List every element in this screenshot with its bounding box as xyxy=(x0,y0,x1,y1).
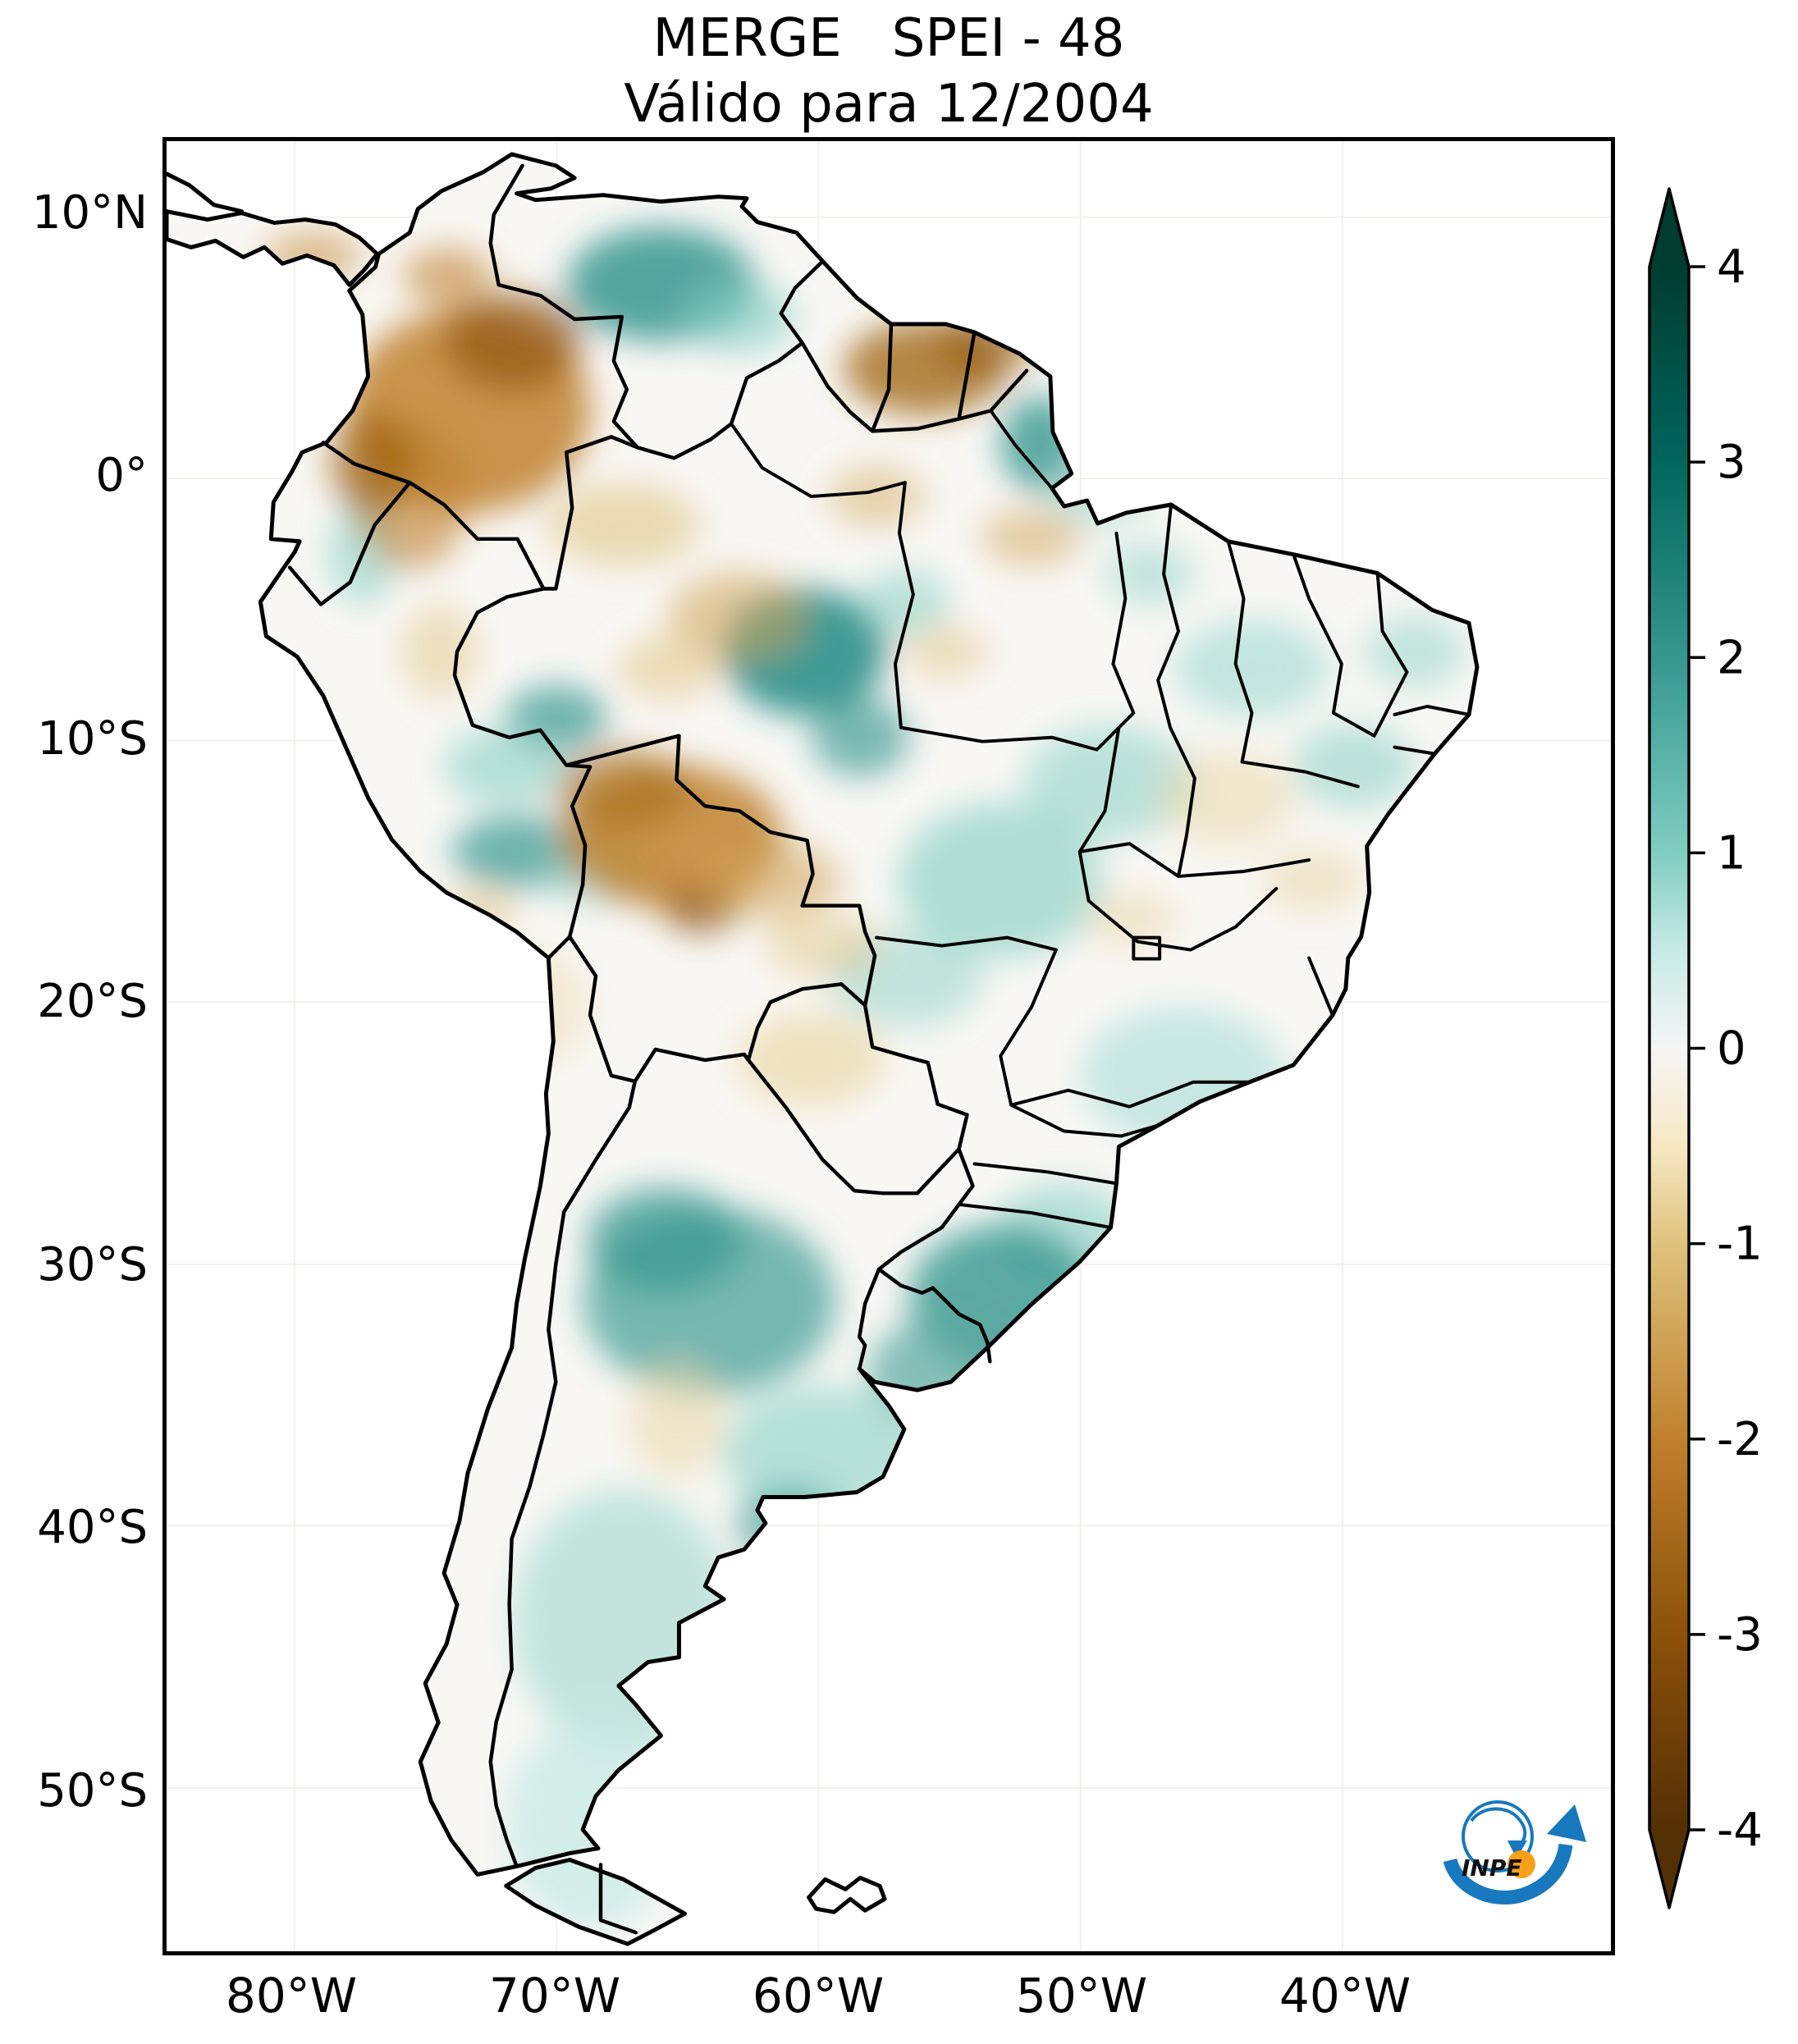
x-axis-tick-label: 70°W xyxy=(488,1968,621,2023)
x-axis-tick-label: 80°W xyxy=(225,1968,358,2023)
y-axis-tick-label: 40°S xyxy=(37,1501,148,1554)
spei-field xyxy=(167,153,1477,1945)
logo-orbit-circle-icon xyxy=(1462,1800,1534,1873)
logo-inner-arrowhead-icon xyxy=(1507,1841,1527,1859)
x-axis-tick-label: 40°W xyxy=(1279,1968,1411,2023)
inpe-logo-text: INPE xyxy=(1462,1854,1522,1882)
inpe-logo: INPE xyxy=(1443,1800,1586,1905)
colorbar-tick-label: -2 xyxy=(1717,1413,1763,1466)
colorbar-tick-label: -4 xyxy=(1717,1804,1763,1857)
coastline-south-america xyxy=(258,152,1480,1877)
logo-swoosh-arrowhead-icon xyxy=(1547,1804,1586,1842)
colorbar-ticks: 4 3 2 1 0 -1 -2 -3 -4 xyxy=(1689,240,1763,1857)
colorbar-bar xyxy=(1648,187,1690,1909)
colorbar-tick-label: -1 xyxy=(1717,1218,1763,1271)
logo-swoosh-icon xyxy=(1443,1843,1573,1905)
country-borders xyxy=(287,163,1029,1935)
brazil-state-borders xyxy=(730,409,1471,1229)
map xyxy=(162,137,1615,1955)
colorbar-tick-label: 1 xyxy=(1717,826,1746,880)
chart-subtitle: Válido para 12/2004 xyxy=(624,74,1154,135)
x-axis-tick-label: 60°W xyxy=(752,1968,885,2023)
x-axis-labels: 80°W 70°W 60°W 50°W 40°W xyxy=(0,1968,1798,2037)
coastline-tierra-del-fuego xyxy=(504,1858,687,1946)
logo-orange-dot-icon xyxy=(1507,1850,1535,1878)
colorbar: 4 3 2 1 0 -1 -2 -3 -4 xyxy=(1648,187,1763,1909)
y-axis-tick-label: 0° xyxy=(95,449,148,502)
chart-title: MERGE SPEI - 48 xyxy=(652,8,1125,69)
coastline-central-america-fragment xyxy=(167,171,244,214)
y-axis-tick-label: 50°S xyxy=(37,1764,148,1818)
coastline-panama xyxy=(167,209,380,287)
colorbar-tick-label: 3 xyxy=(1717,436,1746,489)
y-axis-labels: 10°N 0° 10°S 20°S 30°S 40°S 50°S xyxy=(0,0,148,2044)
y-axis-tick-label: 20°S xyxy=(37,975,148,1028)
colorbar-tick-label: -3 xyxy=(1717,1608,1763,1662)
colorbar-tick-label: 4 xyxy=(1717,240,1746,294)
x-axis-tick-label: 50°W xyxy=(1015,1968,1148,2023)
colorbar-tick-label: 2 xyxy=(1717,631,1746,684)
colorbar-tick-label: 0 xyxy=(1717,1022,1746,1076)
map-canvas xyxy=(167,141,1611,1951)
y-axis-tick-label: 10°N xyxy=(31,186,148,240)
y-axis-tick-label: 30°S xyxy=(37,1238,148,1292)
y-axis-tick-label: 10°S xyxy=(37,712,148,766)
coastline-falkland-islands xyxy=(807,1875,887,1914)
